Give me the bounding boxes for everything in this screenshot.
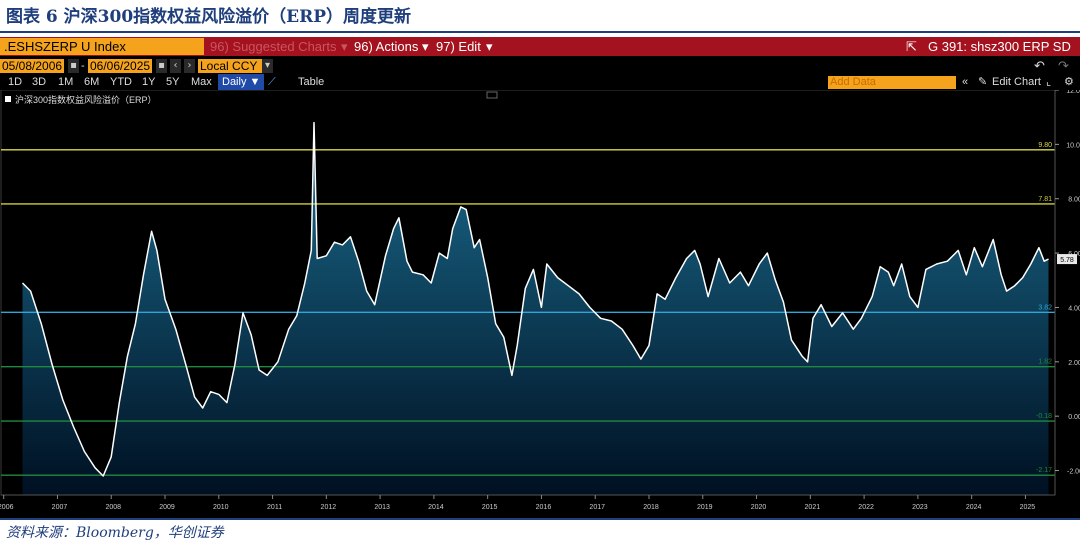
x-tick-label: 2019 xyxy=(697,504,713,511)
collapse-icon[interactable]: « xyxy=(962,76,969,88)
chart-type-icon[interactable]: ⌞ xyxy=(1046,76,1052,88)
edit-chart-button[interactable]: Edit Chart xyxy=(992,76,1041,88)
date-separator: - xyxy=(81,60,85,72)
period-ytd[interactable]: YTD xyxy=(110,76,132,88)
y-tick-label: 8.00 xyxy=(1068,197,1080,204)
x-tick-label: 2008 xyxy=(105,504,121,511)
currency-select[interactable]: Local CCY xyxy=(198,59,262,73)
period-bar: 1D 3D 1M 6M YTD 1Y 5Y Max Daily ▼ ⟋ Tabl… xyxy=(0,74,1080,90)
reference-line-label: 1.82 xyxy=(1038,359,1052,366)
y-tick-label: -2.00 xyxy=(1067,469,1080,476)
last-value-label: 5.78 xyxy=(1060,257,1074,264)
reference-line-label: -2.17 xyxy=(1036,467,1052,474)
chevron-left-icon[interactable]: ‹ xyxy=(170,59,181,73)
x-tick-label: 2016 xyxy=(536,504,552,511)
bloomberg-terminal: .ESHSZERP U Index 96) Suggested Charts ▾… xyxy=(0,37,1080,518)
figure-title: 图表 6 沪深300指数权益风险溢价（ERP）周度更新 xyxy=(6,7,412,27)
last-value-tag xyxy=(1057,254,1077,265)
gear-icon[interactable]: ⚙ xyxy=(1064,76,1074,88)
footer-rule xyxy=(0,518,1080,520)
x-tick-label: 2013 xyxy=(374,504,390,511)
x-tick-label: 2025 xyxy=(1020,504,1036,511)
chevron-down-icon[interactable]: ▾ xyxy=(422,39,429,54)
undo-icon[interactable]: ↶ xyxy=(1034,58,1045,73)
period-3d[interactable]: 3D xyxy=(32,76,47,88)
actions-menu[interactable]: 96) Actions xyxy=(354,39,419,54)
legend-collapse-button[interactable] xyxy=(486,91,498,99)
y-tick-label: 4.00 xyxy=(1068,305,1080,312)
period-6m[interactable]: 6M xyxy=(84,76,100,88)
redo-icon[interactable]: ↷ xyxy=(1058,58,1069,73)
edit-menu[interactable]: 97) Edit xyxy=(436,39,481,54)
legend-label: 沪深300指数权益风险溢价（ERP） xyxy=(15,94,157,105)
terminal-toolbar: .ESHSZERP U Index 96) Suggested Charts ▾… xyxy=(0,37,1080,56)
x-tick-label: 2017 xyxy=(589,504,605,511)
x-tick-label: 2024 xyxy=(966,504,982,511)
reference-line-label: 9.80 xyxy=(1038,142,1052,149)
source-note: 资料来源：Bloomberg，华创证券 xyxy=(6,525,224,541)
x-tick-label: 2015 xyxy=(482,504,498,511)
y-tick-label: 12.00 xyxy=(1066,90,1080,95)
chevron-down-icon[interactable]: ▾ xyxy=(262,59,273,73)
x-tick-label: 2007 xyxy=(52,504,68,511)
x-tick-label: 2021 xyxy=(805,504,821,511)
end-date-input[interactable]: 06/06/2025 xyxy=(88,59,153,73)
period-max[interactable]: Max xyxy=(191,76,212,88)
x-tick-label: 2018 xyxy=(643,504,659,511)
x-tick-label: 2006 xyxy=(0,504,14,511)
x-tick-label: 2014 xyxy=(428,504,444,511)
chart-id: G 391: shsz300 ERP SD xyxy=(928,39,1071,54)
erp-area xyxy=(22,122,1049,495)
period-5y[interactable]: 5Y xyxy=(166,76,180,88)
x-tick-label: 2010 xyxy=(213,504,229,511)
legend-marker xyxy=(5,96,11,102)
pencil-icon[interactable]: ✎ xyxy=(978,76,988,88)
x-tick-label: 2022 xyxy=(858,504,874,511)
reference-line-label: -0.18 xyxy=(1036,413,1052,420)
erp-chart: 沪深300指数权益风险溢价（ERP） 9.80 7.81 3.82 1.82 -0.18… xyxy=(0,90,1080,511)
line-chart-icon[interactable]: ⟋ xyxy=(268,76,276,88)
frequency-label: Daily xyxy=(222,76,247,88)
x-tick-label: 2012 xyxy=(321,504,337,511)
export-icon[interactable]: ⇱ xyxy=(906,39,917,54)
reference-line-label: 7.81 xyxy=(1038,196,1052,203)
start-date-input[interactable]: 05/08/2006 xyxy=(0,59,65,73)
y-tick-label: 0.00 xyxy=(1068,414,1080,421)
title-rule xyxy=(0,31,1080,33)
erp-line xyxy=(21,121,1049,477)
y-tick-label: 10.00 xyxy=(1066,142,1080,149)
reference-line-label: 3.82 xyxy=(1038,304,1052,311)
x-tick-label: 2011 xyxy=(267,504,282,511)
chevron-down-icon[interactable]: ▾ xyxy=(486,39,493,54)
chevron-down-icon[interactable]: ▾ xyxy=(341,39,348,54)
add-data-input[interactable]: Add Data xyxy=(828,76,956,89)
table-tab[interactable]: Table xyxy=(298,76,325,88)
period-1y[interactable]: 1Y xyxy=(142,76,156,88)
suggested-charts-menu[interactable]: 96) Suggested Charts xyxy=(210,39,337,54)
y-tick-label: 2.00 xyxy=(1068,360,1080,367)
calendar-icon[interactable]: ▪ xyxy=(156,59,167,73)
x-tick-label: 2023 xyxy=(912,504,928,511)
calendar-icon[interactable]: ▪ xyxy=(68,59,79,73)
period-1d[interactable]: 1D xyxy=(8,76,23,88)
x-tick-label: 2009 xyxy=(159,504,175,511)
ticker-field[interactable]: .ESHSZERP U Index xyxy=(0,38,204,55)
chevron-right-icon[interactable]: › xyxy=(184,59,195,73)
frequency-select[interactable]: Daily ▼ xyxy=(218,74,265,90)
date-range-bar: 05/08/2006 ▪ - 06/06/2025 ▪ ‹ › Local CC… xyxy=(0,58,1080,74)
x-tick-label: 2020 xyxy=(751,504,767,511)
period-1m[interactable]: 1M xyxy=(58,76,74,88)
